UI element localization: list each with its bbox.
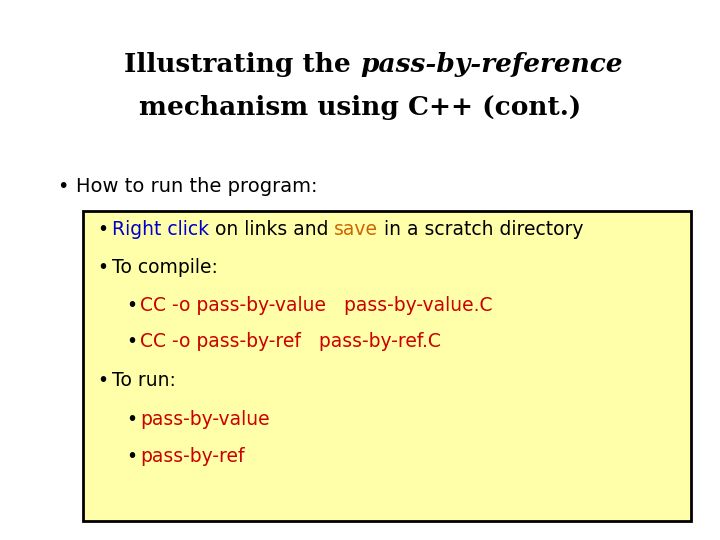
- Text: •: •: [97, 220, 108, 239]
- Text: CC -o pass-by-ref   pass-by-ref.C: CC -o pass-by-ref pass-by-ref.C: [140, 332, 441, 351]
- Text: •: •: [97, 258, 108, 277]
- Text: How to run the program:: How to run the program:: [76, 177, 317, 196]
- Text: •: •: [126, 332, 137, 351]
- Text: in a scratch directory: in a scratch directory: [378, 220, 584, 239]
- Text: •: •: [97, 371, 108, 390]
- Text: •: •: [126, 447, 137, 466]
- Text: pass-by-reference: pass-by-reference: [360, 52, 623, 77]
- Text: pass-by-ref: pass-by-ref: [140, 447, 245, 466]
- Text: To compile:: To compile:: [112, 258, 217, 277]
- Text: mechanism using C++ (cont.): mechanism using C++ (cont.): [139, 96, 581, 120]
- Text: •: •: [126, 295, 137, 315]
- Text: •: •: [126, 410, 137, 429]
- Text: on links and: on links and: [209, 220, 334, 239]
- Text: save: save: [334, 220, 378, 239]
- FancyBboxPatch shape: [83, 211, 691, 521]
- Text: •: •: [58, 177, 69, 196]
- Text: Right click: Right click: [112, 220, 209, 239]
- Text: To run:: To run:: [112, 371, 176, 390]
- Text: CC -o pass-by-value   pass-by-value.C: CC -o pass-by-value pass-by-value.C: [140, 295, 493, 315]
- Text: Illustrating the: Illustrating the: [124, 52, 360, 77]
- Text: pass-by-value: pass-by-value: [140, 410, 270, 429]
